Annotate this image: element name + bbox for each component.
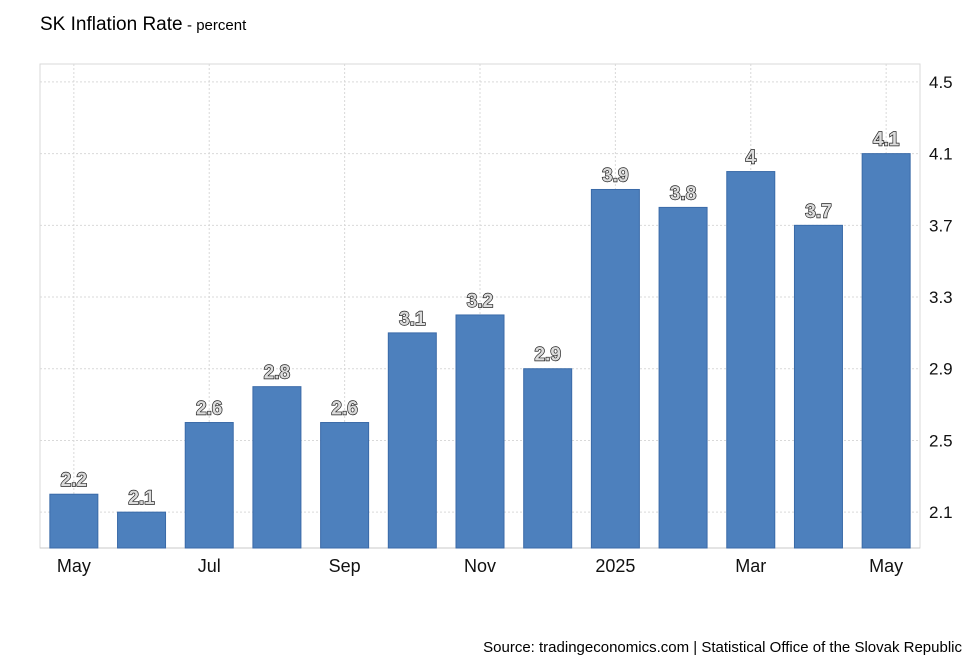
x-tick-label: 2025 <box>595 556 635 576</box>
y-tick-label: 3.3 <box>929 288 953 307</box>
bar-data-label: 3.9 <box>602 165 628 186</box>
bar-data-label: 3.1 <box>399 309 426 330</box>
y-tick-label: 4.5 <box>929 73 953 92</box>
x-tick-label: Mar <box>735 556 766 576</box>
bar <box>387 332 437 549</box>
x-tick-label: Sep <box>329 556 361 576</box>
bar <box>455 314 505 549</box>
bar-data-label: 3.2 <box>467 291 493 312</box>
bar <box>320 422 370 549</box>
bar <box>793 224 843 549</box>
x-tick-label: May <box>57 556 91 576</box>
chart-title: SK Inflation Rate - percent <box>40 14 246 36</box>
bar <box>523 368 573 549</box>
bar-data-label: 4 <box>745 148 756 169</box>
bar-data-label: 3.8 <box>670 183 696 204</box>
bar <box>590 188 640 549</box>
x-tick-label: Nov <box>464 556 496 576</box>
y-tick-label: 3.7 <box>929 216 953 235</box>
bar-data-label: 2.9 <box>534 345 560 366</box>
bar-data-label: 4.1 <box>873 130 900 151</box>
bar <box>252 386 302 549</box>
bar-data-label: 3.7 <box>805 201 831 222</box>
source-note: Source: tradingeconomics.com | Statistic… <box>483 639 962 656</box>
bar-data-label: 2.2 <box>61 470 87 491</box>
bar <box>658 206 708 549</box>
bar <box>184 422 234 549</box>
y-tick-label: 2.9 <box>929 360 953 379</box>
bar <box>49 493 99 549</box>
y-tick-label: 4.1 <box>929 145 953 164</box>
bar <box>117 511 167 549</box>
y-tick-label: 2.1 <box>929 503 953 522</box>
x-tick-label: May <box>869 556 903 576</box>
y-tick-label: 2.5 <box>929 431 953 450</box>
bar-data-label: 2.8 <box>264 363 290 384</box>
bar <box>861 153 911 549</box>
bar-data-label: 2.1 <box>128 488 155 509</box>
bar <box>726 171 776 549</box>
chart-title-unit: - percent <box>187 17 247 34</box>
chart-title-main: SK Inflation Rate <box>40 14 183 35</box>
bar-data-label: 2.6 <box>331 399 357 420</box>
x-tick-label: Jul <box>198 556 221 576</box>
bar-data-label: 2.6 <box>196 399 222 420</box>
